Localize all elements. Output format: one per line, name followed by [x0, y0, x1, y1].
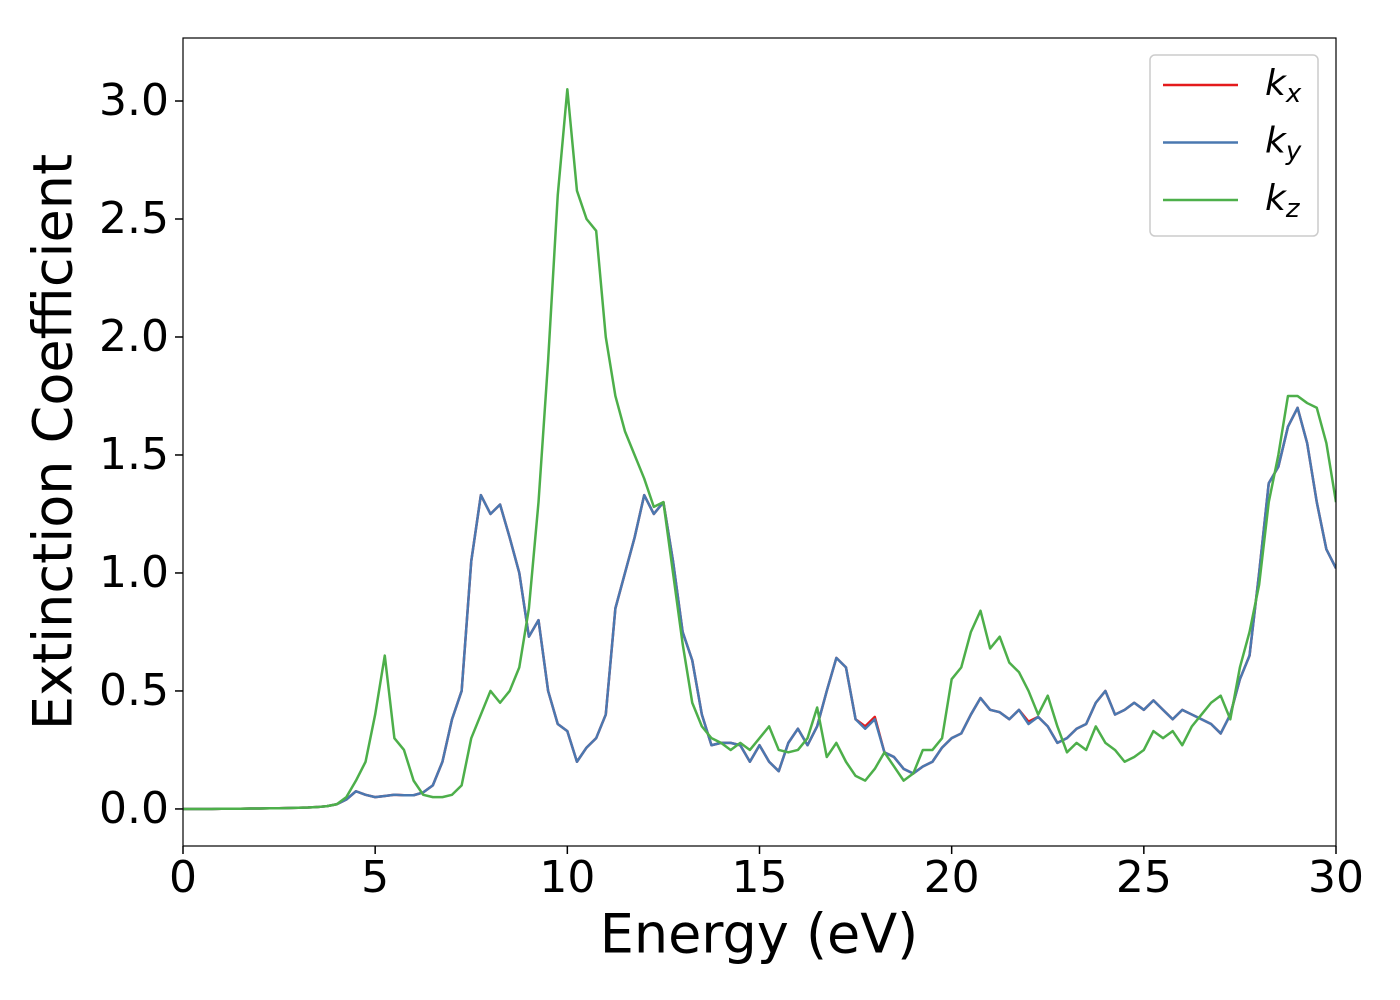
plot-frame: [182, 37, 1337, 847]
y-tick-label: 0.5: [99, 665, 169, 716]
series-line: [183, 406, 1336, 811]
x-tick-label: 15: [732, 852, 788, 903]
legend-label: ky: [1265, 121, 1302, 167]
y-tick-label: 2.0: [99, 311, 169, 362]
legend-label: kx: [1265, 63, 1302, 109]
series-line: [183, 87, 1336, 811]
y-tick-label: 1.0: [99, 547, 169, 598]
x-tick-label: 0: [169, 852, 197, 903]
x-tick-label: 5: [361, 852, 389, 903]
legend-label: kz: [1265, 178, 1301, 224]
x-tick-label: 30: [1308, 852, 1364, 903]
x-tick-label: 10: [539, 852, 595, 903]
x-tick-label: 20: [924, 852, 980, 903]
legend-box: [1149, 54, 1319, 237]
x-tick-label: 25: [1116, 852, 1172, 903]
y-tick-label: 3.0: [99, 75, 169, 126]
y-axis-label: Extinction Coefficient: [22, 154, 85, 730]
series-line: [183, 406, 1336, 811]
y-tick-label: 1.5: [99, 429, 169, 480]
y-tick-label: 0.0: [99, 783, 169, 834]
x-axis-label: Energy (eV): [600, 903, 919, 966]
y-tick-label: 2.5: [99, 193, 169, 244]
